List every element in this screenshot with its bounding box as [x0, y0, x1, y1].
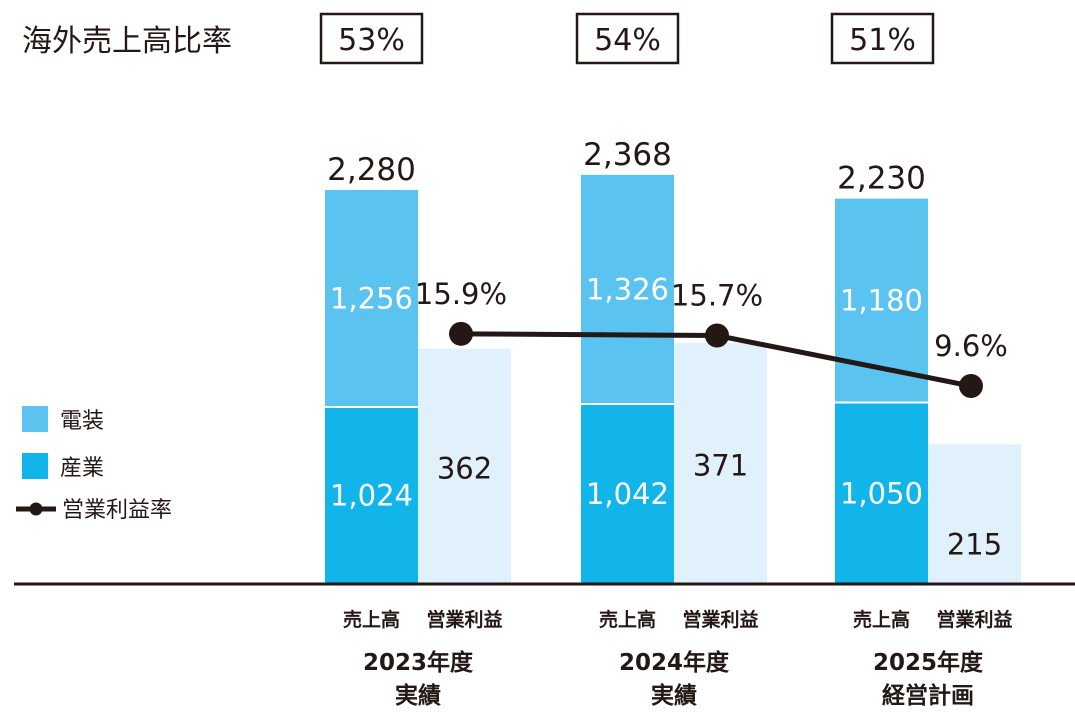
bar-profit-2 [928, 444, 1021, 584]
profit-margin-point-2 [959, 374, 983, 398]
ratio-value-0: 53% [338, 23, 405, 58]
legend: 電装 産業 営業利益率 [16, 406, 172, 523]
xlabel-year-0: 2023年度 [363, 649, 474, 676]
label-denso-0: 1,256 [330, 282, 413, 316]
label-total-0: 2,280 [327, 152, 416, 188]
bar-denso-1 [581, 174, 674, 404]
xlabel-profit-2: 営業利益 [936, 608, 1012, 631]
xlabel-sales-2: 売上高 [853, 608, 910, 631]
profit-margin-point-1 [705, 323, 729, 348]
label-total-2: 2,230 [837, 161, 926, 197]
legend-marker-margin [29, 502, 43, 516]
ratio-box-0 [319, 12, 424, 65]
label-sangyo-0: 1,024 [330, 479, 413, 513]
label-denso-2: 1,180 [840, 284, 923, 318]
label-total-1: 2,368 [583, 137, 672, 173]
xlabel-year-1: 2024年度 [619, 649, 730, 676]
profit-margin-line: 15.9% 15.7% 9.6% [415, 277, 1008, 398]
bar-profit-0 [418, 348, 511, 584]
overseas-ratio-label: 海外売上高比率 [22, 24, 232, 59]
bar-sangyo-1 [581, 403, 674, 584]
xlabel-sales-1: 売上高 [599, 608, 656, 631]
ratio-box-2 [830, 12, 935, 65]
bar-profit-1 [674, 342, 767, 584]
bar-sangyo-0 [325, 407, 418, 584]
label-profit-1: 371 [693, 448, 748, 482]
label-denso-1: 1,326 [586, 272, 669, 306]
ratio-value-2: 51% [849, 23, 916, 58]
legend-swatch-denso [22, 406, 48, 432]
xlabel-type-2: 経営計画 [882, 682, 974, 709]
legend-swatch-sangyo [22, 453, 48, 479]
label-sangyo-2: 1,050 [840, 476, 923, 510]
label-profit-0: 362 [437, 451, 492, 485]
legend-label-sangyo: 産業 [60, 456, 104, 481]
profit-margin-label-1: 15.7% [671, 278, 763, 312]
xlabel-type-1: 実績 [651, 682, 697, 709]
bar-sangyo-2 [835, 402, 928, 584]
xlabel-year-2: 2025年度 [873, 649, 984, 676]
profit-margin-point-0 [449, 321, 473, 346]
xlabel-sales-0: 売上高 [343, 608, 400, 631]
bar-denso-0 [325, 190, 418, 408]
overseas-ratio-boxes: 53% 54% 51% [319, 12, 935, 65]
label-profit-2: 215 [947, 527, 1002, 561]
profit-margin-label-2: 9.6% [934, 329, 1008, 363]
ratio-box-1 [575, 12, 680, 65]
profit-margin-label-0: 15.9% [415, 277, 507, 311]
bars: 1,024 1,256 2,280 362 1,042 1,326 2,368 371 1,05… [325, 137, 1021, 584]
legend-label-margin: 営業利益率 [62, 498, 172, 523]
label-sangyo-1: 1,042 [586, 477, 669, 511]
xlabel-type-0: 実績 [395, 682, 441, 709]
xlabel-profit-1: 営業利益 [682, 608, 758, 631]
legend-label-denso: 電装 [60, 409, 104, 434]
ratio-value-1: 54% [594, 23, 661, 58]
xlabel-profit-0: 営業利益 [426, 608, 502, 631]
